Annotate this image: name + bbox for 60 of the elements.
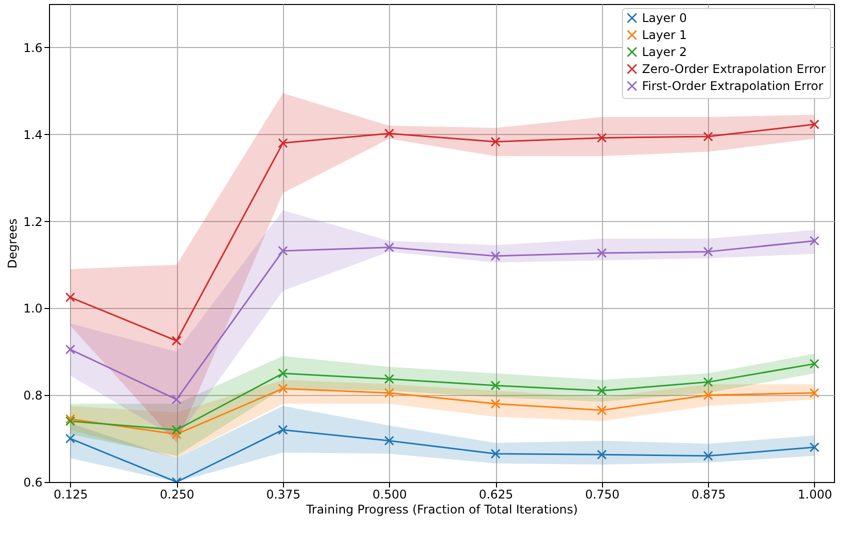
point	[65, 344, 76, 354]
point	[490, 251, 500, 261]
x-tick-label: 0.250	[160, 488, 194, 502]
point	[384, 374, 394, 384]
x-tick-label: 0.625	[478, 488, 514, 502]
legend-label: Layer 1	[642, 28, 687, 42]
y-axis-title: Degrees	[5, 218, 20, 268]
point	[65, 292, 76, 302]
point	[810, 388, 820, 398]
point	[596, 450, 607, 460]
point	[703, 132, 714, 142]
point	[278, 368, 288, 378]
y-tick-label: 0.6	[23, 476, 42, 490]
point	[490, 380, 500, 390]
point	[172, 429, 182, 440]
x-tick-label: 0.375	[266, 488, 301, 502]
x-axis-title: Training Progress (Fraction of Total Iterations)	[305, 502, 578, 516]
point	[490, 448, 500, 459]
legend-label: Zero-Order Extrapolation Error	[642, 62, 826, 76]
point	[810, 119, 820, 130]
point	[703, 450, 714, 461]
point	[596, 405, 607, 416]
point	[810, 358, 820, 369]
y-tick-label: 0.8	[23, 388, 42, 403]
x-tick-label: 0.875	[691, 488, 726, 502]
point	[810, 442, 820, 452]
point	[703, 377, 714, 387]
point	[65, 416, 76, 426]
point	[172, 424, 182, 435]
point	[703, 390, 714, 400]
point	[384, 128, 394, 138]
y-tick-label: 1.2	[23, 214, 42, 229]
point	[65, 414, 76, 424]
point	[490, 136, 500, 147]
point	[172, 336, 182, 346]
point	[490, 398, 500, 409]
x-tick-label: 0.500	[372, 488, 407, 502]
legend-label: Layer 0	[642, 11, 687, 25]
legend-label: First-Order Extrapolation Error	[642, 79, 824, 93]
point	[278, 246, 288, 256]
point	[384, 242, 394, 252]
x-tick-label: 1.000	[798, 488, 832, 502]
point	[596, 248, 607, 258]
point	[278, 424, 288, 435]
point	[596, 386, 607, 396]
x-tick-label: 0.125	[54, 488, 88, 502]
y-tick-label: 1.4	[23, 128, 42, 142]
point	[65, 434, 76, 444]
x-tick-label: 0.750	[585, 488, 620, 502]
point	[810, 236, 820, 246]
point	[172, 394, 182, 404]
point	[703, 246, 714, 257]
y-tick-label: 1.6	[23, 40, 42, 55]
point	[278, 138, 288, 148]
point	[384, 388, 394, 398]
point	[278, 384, 288, 394]
point	[384, 436, 394, 446]
y-tick-label: 1.0	[23, 302, 42, 316]
point	[596, 132, 607, 143]
legend-label: Layer 2	[642, 45, 687, 59]
